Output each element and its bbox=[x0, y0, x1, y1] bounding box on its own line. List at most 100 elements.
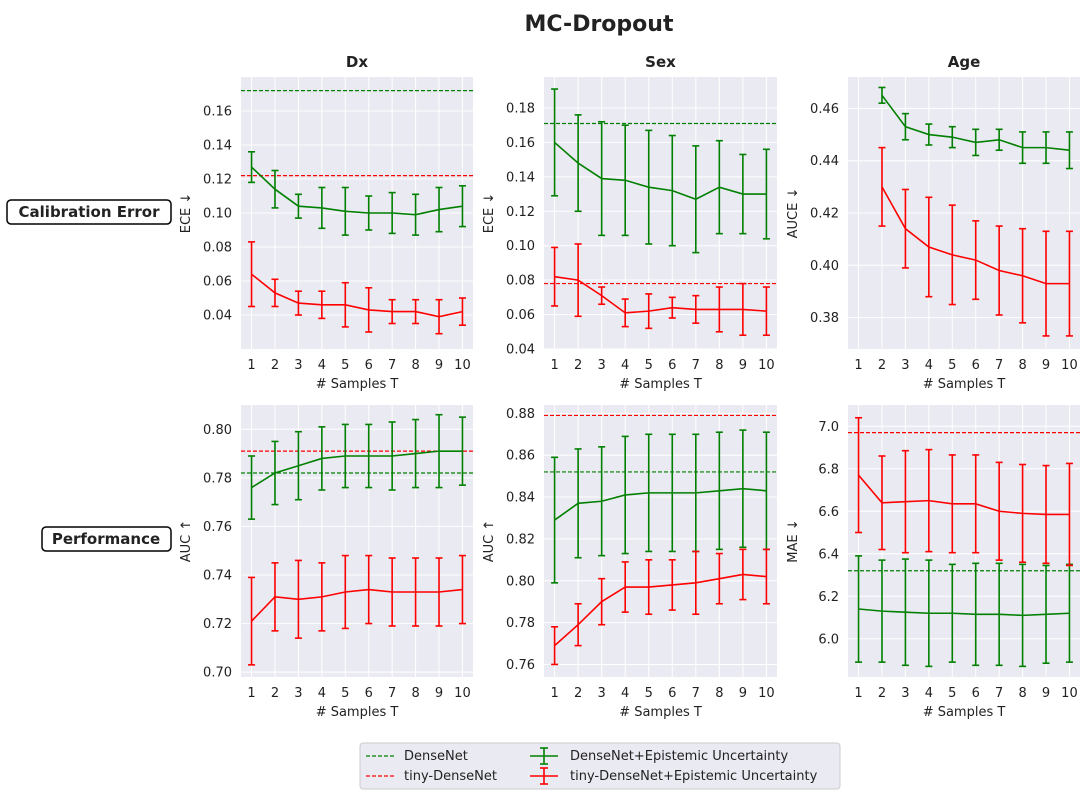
x-tick-label: 10 bbox=[1061, 358, 1078, 373]
x-tick-label: 9 bbox=[1042, 686, 1050, 701]
y-tick-label: 0.12 bbox=[506, 205, 535, 220]
x-tick-label: 7 bbox=[692, 358, 700, 373]
x-tick-label: 9 bbox=[435, 358, 443, 373]
x-tick-label: 7 bbox=[388, 358, 396, 373]
x-tick-label: 6 bbox=[668, 686, 676, 701]
x-tick-label: 3 bbox=[598, 358, 606, 373]
series-tiny-densenet-epistemic-uncertainty bbox=[878, 146, 1073, 337]
x-tick-label: 6 bbox=[668, 358, 676, 373]
x-tick-label: 7 bbox=[388, 686, 396, 701]
x-tick-label: 2 bbox=[574, 358, 582, 373]
x-tick-label: 1 bbox=[550, 358, 558, 373]
x-tick-label: 1 bbox=[550, 686, 558, 701]
y-axis-label: AUC ↑ bbox=[482, 520, 497, 563]
x-tick-label: 8 bbox=[1018, 686, 1026, 701]
x-tick-label: 1 bbox=[854, 358, 862, 373]
x-tick-label: 6 bbox=[365, 686, 373, 701]
plot-background bbox=[544, 77, 777, 349]
y-tick-label: 0.04 bbox=[203, 309, 232, 324]
x-tick-label: 8 bbox=[715, 358, 723, 373]
x-tick-label: 9 bbox=[435, 686, 443, 701]
y-tick-label: 0.10 bbox=[203, 207, 232, 222]
x-tick-label: 5 bbox=[948, 358, 956, 373]
y-tick-label: 0.18 bbox=[506, 101, 535, 116]
y-tick-label: 0.78 bbox=[506, 616, 535, 631]
row-label-calibration-error: Calibration Error bbox=[6, 199, 172, 225]
y-tick-label: 0.46 bbox=[810, 102, 839, 117]
panel-title: Age bbox=[948, 53, 981, 71]
y-tick-label: 0.88 bbox=[506, 407, 535, 422]
x-tick-label: 10 bbox=[454, 358, 471, 373]
series-line bbox=[554, 487, 767, 521]
legend-entry-tiny-densenet-epistemic: tiny-DenseNet+Epistemic Uncertainty bbox=[530, 767, 818, 785]
y-tick-label: 6.0 bbox=[818, 632, 839, 647]
x-tick-label: 7 bbox=[995, 358, 1003, 373]
x-tick-label: 8 bbox=[411, 358, 419, 373]
series-line bbox=[554, 573, 767, 647]
y-tick-label: 6.8 bbox=[818, 462, 839, 477]
series-densenet-epistemic-uncertainty bbox=[551, 88, 770, 254]
x-axis-label: # Samples T bbox=[923, 377, 1006, 392]
series-densenet-epistemic-uncertainty bbox=[855, 555, 1073, 668]
x-tick-label: 5 bbox=[645, 358, 653, 373]
plot-background bbox=[241, 405, 473, 677]
y-tick-label: 6.6 bbox=[818, 505, 839, 520]
legend-entry-densenet-epistemic: DenseNet+Epistemic Uncertainty bbox=[530, 747, 788, 765]
x-tick-label: 9 bbox=[739, 686, 747, 701]
y-tick-label: 0.80 bbox=[506, 574, 535, 589]
panel-3: 0.38 0.40 0.42 0.44 0.46 1 2 3 4 5 6 7 8 9 10 Age # Samp… bbox=[786, 53, 1080, 392]
x-tick-label: 6 bbox=[972, 358, 980, 373]
x-tick-label: 9 bbox=[739, 358, 747, 373]
x-tick-label: 3 bbox=[598, 686, 606, 701]
y-tick-label: 0.12 bbox=[203, 173, 232, 188]
y-tick-label: 0.76 bbox=[506, 658, 535, 673]
x-axis-label: # Samples T bbox=[923, 705, 1006, 720]
series-tiny-densenet-epistemic-uncertainty bbox=[248, 554, 466, 666]
panel-5: 0.760.780.800.820.840.860.881 2 3 4 5 6 7 8 9 10#… bbox=[482, 405, 777, 720]
legend-label: DenseNet+Epistemic Uncertainty bbox=[570, 749, 788, 764]
x-tick-label: 7 bbox=[995, 686, 1003, 701]
y-tick-label: 0.70 bbox=[203, 666, 232, 681]
x-axis-label: # Samples T bbox=[316, 705, 399, 720]
x-tick-label: 4 bbox=[318, 686, 326, 701]
series-tiny-densenet-epistemic-uncertainty bbox=[855, 416, 1073, 567]
x-tick-label: 7 bbox=[692, 686, 700, 701]
series-line bbox=[250, 588, 463, 622]
series-line bbox=[554, 141, 767, 201]
panel-1: 0.04 0.06 0.08 0.10 0.12 0.14 0.16 1 2 3 4 5 6 7 8 9 10 D… bbox=[179, 53, 473, 392]
x-axis-label: # Samples T bbox=[619, 705, 702, 720]
legend-entry-densenet: DenseNet bbox=[366, 749, 468, 764]
row-label-text: Calibration Error bbox=[19, 203, 161, 221]
x-tick-label: 8 bbox=[411, 686, 419, 701]
y-tick-label: 0.40 bbox=[810, 259, 839, 274]
y-tick-label: 0.78 bbox=[203, 471, 232, 486]
panel-4: 0.70 0.72 0.74 0.76 0.78 0.80 1 2 3 4 5 6 7 8 9 10 # Sam… bbox=[179, 405, 473, 720]
x-tick-label: 3 bbox=[294, 358, 302, 373]
x-tick-label: 4 bbox=[925, 358, 933, 373]
x-tick-label: 6 bbox=[365, 358, 373, 373]
series-line bbox=[858, 608, 1070, 617]
legend-label: DenseNet bbox=[404, 749, 468, 764]
y-tick-label: 0.14 bbox=[203, 139, 232, 154]
y-tick-label: 0.42 bbox=[810, 207, 839, 222]
legend-label: tiny-DenseNet bbox=[404, 769, 497, 784]
x-tick-label: 1 bbox=[854, 686, 862, 701]
y-axis-label: MAE ↓ bbox=[786, 519, 801, 562]
legend-entry-tiny-densenet: tiny-DenseNet bbox=[366, 769, 497, 784]
y-tick-label: 6.2 bbox=[818, 590, 839, 605]
y-tick-label: 0.04 bbox=[506, 343, 535, 358]
x-tick-label: 10 bbox=[758, 358, 775, 373]
x-tick-label: 10 bbox=[454, 686, 471, 701]
y-tick-label: 0.74 bbox=[203, 569, 232, 584]
series-tiny-densenet-epistemic-uncertainty bbox=[248, 241, 466, 335]
legend-frame bbox=[359, 742, 841, 790]
series-densenet-epistemic-uncertainty bbox=[248, 151, 466, 236]
row-label-text: Performance bbox=[52, 530, 160, 548]
y-tick-label: 6.4 bbox=[818, 547, 839, 562]
y-tick-label: 0.86 bbox=[506, 449, 535, 464]
panels: 0.040.060.080.100.120.140.161 2 3 4 5 6 7 8 9 10D… bbox=[179, 53, 1080, 720]
y-tick-label: 0.06 bbox=[506, 308, 535, 323]
figure-title: MC-Dropout bbox=[525, 12, 674, 37]
panel-title: Sex bbox=[645, 53, 676, 71]
y-tick-label: 0.16 bbox=[203, 105, 232, 120]
